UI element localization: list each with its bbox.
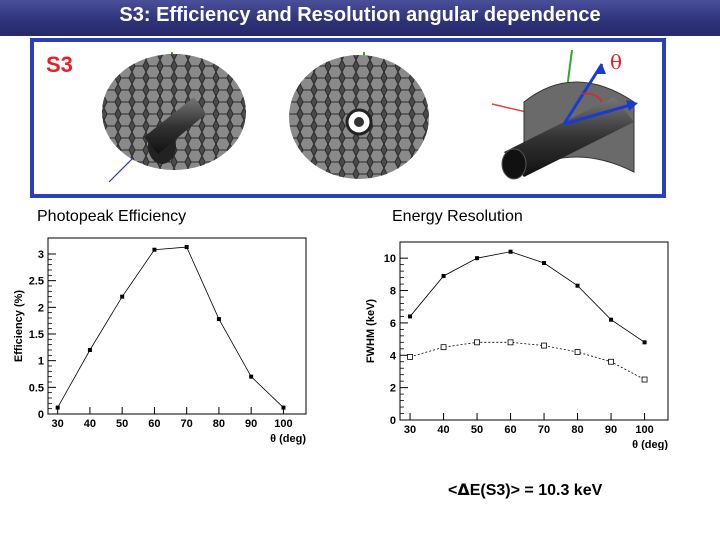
efficiency-chart: 0 0.5 1 1.5 2 2.5 3 30 40 50 60 70 80 90 100 θ (deg) Eff… <box>13 237 307 445</box>
efficiency-series-line-0 <box>57 246 284 408</box>
resolution-point <box>408 314 413 319</box>
resolution-point <box>608 358 614 365</box>
resolution-point <box>575 283 580 288</box>
resolution-point <box>475 256 480 261</box>
efficiency-point <box>152 247 157 252</box>
efficiency-point <box>281 405 286 410</box>
efficiency-ytick-label: 0.5 <box>29 382 44 394</box>
resolution-ytick-label: 2 <box>390 383 396 395</box>
resolution-ytick-label: 0 <box>390 415 396 427</box>
resolution-ytick-label: 10 <box>384 253 396 265</box>
efficiency-xtick-label: 60 <box>148 418 160 430</box>
resolution-point <box>642 340 647 345</box>
efficiency-point <box>216 317 221 322</box>
efficiency-point <box>249 374 254 379</box>
delta-symbol: Δ <box>457 480 470 499</box>
efficiency-xtick-label: 50 <box>116 418 128 430</box>
efficiency-xtick-label: 100 <box>274 418 292 430</box>
efficiency-caption: Photopeak Efficiency <box>37 208 187 225</box>
resolution-point <box>407 353 413 360</box>
average-resolution-label: <ΔE(S3)> = 10.3 keV <box>448 480 602 500</box>
z-axis-symbol: z <box>662 124 666 141</box>
resolution-xtick-label: 90 <box>605 424 617 436</box>
efficiency-ytick-label: 2.5 <box>29 276 44 288</box>
efficiency-ytick-label: 1 <box>38 356 44 368</box>
resolution-point <box>507 339 514 346</box>
resolution-point <box>441 273 446 278</box>
resolution-point <box>609 317 614 322</box>
detector-view-middle <box>289 52 429 179</box>
title-bar: S3: Efficiency and Resolution angular de… <box>0 0 720 36</box>
slide-title: S3: Efficiency and Resolution angular de… <box>119 4 601 26</box>
resolution-point <box>641 376 648 383</box>
resolution-plot-frame <box>399 241 669 421</box>
resolution-ylabel: FWHM (keV) <box>365 299 377 364</box>
resolution-xtick-label: 80 <box>571 424 583 436</box>
theta-symbol: θ <box>610 50 623 74</box>
resolution-xlabel: θ (deg) <box>632 439 668 450</box>
efficiency-xtick-label: 30 <box>52 418 64 430</box>
resolution-caption: Energy Resolution <box>392 208 523 225</box>
resolution-series-line-1 <box>409 341 645 380</box>
resolution-chart: 0 2 4 6 8 10 30 40 50 60 70 80 90 100 θ (deg) FWHM (keV… <box>365 241 669 450</box>
efficiency-xlabel: θ (deg) <box>270 433 306 445</box>
detector-view-right <box>491 49 638 180</box>
efficiency-ytick-label: 2 <box>38 302 44 314</box>
resolution-series-line-0 <box>409 251 645 343</box>
resolution-point <box>542 261 547 266</box>
detector-image-frame: S3 θ z <box>30 38 666 198</box>
efficiency-point <box>87 348 92 352</box>
efficiency-xtick-label: 70 <box>181 418 193 430</box>
efficiency-ytick-label: 0 <box>38 409 44 421</box>
resolution-point <box>541 342 547 349</box>
resolution-point <box>508 249 513 254</box>
efficiency-xtick-label: 80 <box>213 418 225 430</box>
resolution-xtick-label: 60 <box>504 424 516 436</box>
resolution-point <box>574 349 581 355</box>
resolution-xtick-label: 50 <box>471 424 483 436</box>
resolution-point <box>474 339 480 346</box>
detector-label: S3 <box>46 52 73 77</box>
resolution-xtick-label: 100 <box>635 424 653 436</box>
resolution-point <box>440 344 447 351</box>
resolution-ytick-label: 8 <box>390 286 396 298</box>
resolution-xtick-label: 70 <box>538 424 550 436</box>
efficiency-ytick-label: 3 <box>38 249 44 261</box>
efficiency-point <box>120 294 125 299</box>
efficiency-ylabel: Efficiency (%) <box>13 290 25 362</box>
detector-view-left <box>102 52 246 183</box>
efficiency-xtick-label: 40 <box>84 418 96 430</box>
efficiency-point <box>55 405 60 410</box>
resolution-ytick-label: 4 <box>390 350 397 362</box>
resolution-ytick-label: 6 <box>390 318 396 330</box>
detector-illustration <box>102 49 638 183</box>
efficiency-plot-frame <box>47 237 307 415</box>
resolution-xtick-label: 40 <box>437 424 449 436</box>
resolution-xtick-label: 30 <box>404 424 416 436</box>
average-label-rest: E(S3)> = 10.3 keV <box>469 482 603 499</box>
efficiency-xtick-label: 90 <box>245 418 257 430</box>
efficiency-ytick-label: 1.5 <box>29 329 44 341</box>
average-label-prefix: < <box>448 482 458 499</box>
efficiency-point <box>184 245 189 250</box>
